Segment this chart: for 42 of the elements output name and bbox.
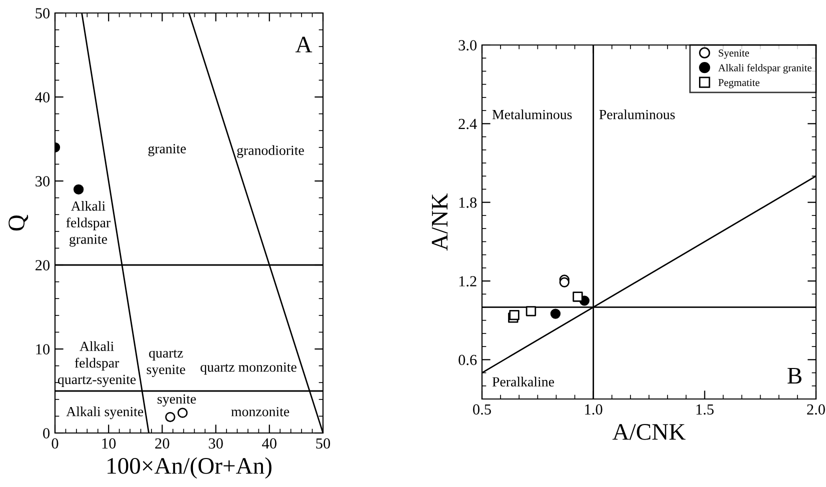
x-tick-label: 20 xyxy=(155,438,170,449)
y-tick-label: 1.2 xyxy=(459,276,476,287)
annotation: Alkali syenite xyxy=(66,406,144,420)
x-axis-title: A/CNK xyxy=(612,424,686,440)
annotation: quartz monzonite xyxy=(200,362,296,375)
x-tick-label: 1.0 xyxy=(585,404,602,415)
y-tick-label: 0.6 xyxy=(458,354,477,366)
annotation: syenite xyxy=(158,394,196,407)
y-tick-label: 10 xyxy=(36,344,50,354)
x-tick-label: 10 xyxy=(102,438,116,449)
x-tick-label: 0 xyxy=(52,438,58,449)
legend-label: Pegmatite xyxy=(718,79,760,88)
y-tick-label: 3.0 xyxy=(458,40,477,51)
annotation: monzonite xyxy=(231,406,290,416)
annotation: Alkali feldspar granite xyxy=(66,200,110,247)
legend-label: Alkali feldspar granite xyxy=(718,64,812,74)
x-tick-label: 0.5 xyxy=(473,404,491,415)
annotation: granite xyxy=(148,144,186,156)
y-tick-label: 30 xyxy=(36,176,50,186)
annotation: B xyxy=(788,368,802,384)
x-tick-label: 2.0 xyxy=(807,404,825,415)
x-axis-title: 100×An/(Or+An) xyxy=(108,457,272,479)
y-tick-label: 20 xyxy=(36,260,50,270)
y-tick-label: 1.8 xyxy=(459,197,477,208)
y-tick-label: 50 xyxy=(36,8,50,18)
y-tick-label: 40 xyxy=(35,92,50,102)
annotation: A xyxy=(295,36,312,52)
annotation: granodiorite xyxy=(237,145,304,158)
annotation: Peraluminous xyxy=(599,110,675,120)
annotation: Alkali feldspar quartz-syenite xyxy=(58,341,136,387)
x-tick-label: 30 xyxy=(208,438,223,449)
legend-label: Syenite xyxy=(718,50,749,59)
y-axis-title: A/NK xyxy=(432,193,448,251)
annotation: Peralkaline xyxy=(492,376,554,387)
x-tick-label: 1.5 xyxy=(696,404,714,415)
x-tick-label: 40 xyxy=(262,438,276,449)
x-tick-label: 50 xyxy=(316,438,330,449)
y-axis-title: Q xyxy=(8,214,28,231)
y-tick-label: 0 xyxy=(43,428,50,438)
annotation: quartz syenite xyxy=(146,350,186,377)
y-tick-label: 2.4 xyxy=(458,118,477,130)
annotation: Metaluminous xyxy=(492,110,572,120)
